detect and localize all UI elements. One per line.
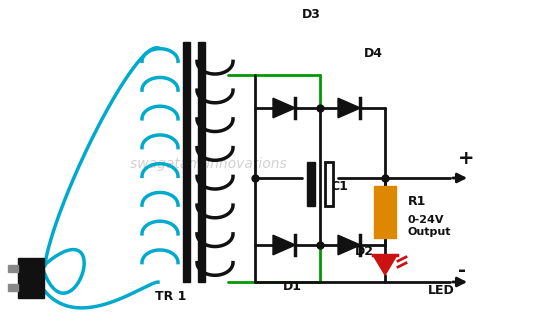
- Text: LED: LED: [428, 284, 455, 297]
- Text: D3: D3: [302, 8, 321, 21]
- Polygon shape: [273, 235, 295, 255]
- Polygon shape: [273, 98, 295, 118]
- Bar: [18, 258, 44, 298]
- Bar: [374, 186, 396, 238]
- Bar: [198, 42, 205, 282]
- Bar: [325, 162, 333, 206]
- Polygon shape: [338, 235, 360, 255]
- Text: D4: D4: [364, 47, 383, 60]
- Bar: [8, 265, 18, 272]
- Text: +: +: [458, 149, 474, 168]
- Text: 0-24V
Output: 0-24V Output: [408, 215, 451, 237]
- Text: -: -: [458, 261, 466, 280]
- Bar: [183, 42, 190, 282]
- Text: C1: C1: [330, 180, 348, 193]
- Bar: [307, 162, 315, 206]
- Text: TR 1: TR 1: [155, 290, 187, 303]
- Text: D2: D2: [355, 245, 374, 258]
- Polygon shape: [338, 98, 360, 118]
- Bar: [8, 284, 18, 291]
- Text: D1: D1: [283, 280, 302, 293]
- Polygon shape: [373, 255, 397, 275]
- Text: swagatam innovations: swagatam innovations: [130, 157, 287, 171]
- Text: R1: R1: [408, 195, 426, 208]
